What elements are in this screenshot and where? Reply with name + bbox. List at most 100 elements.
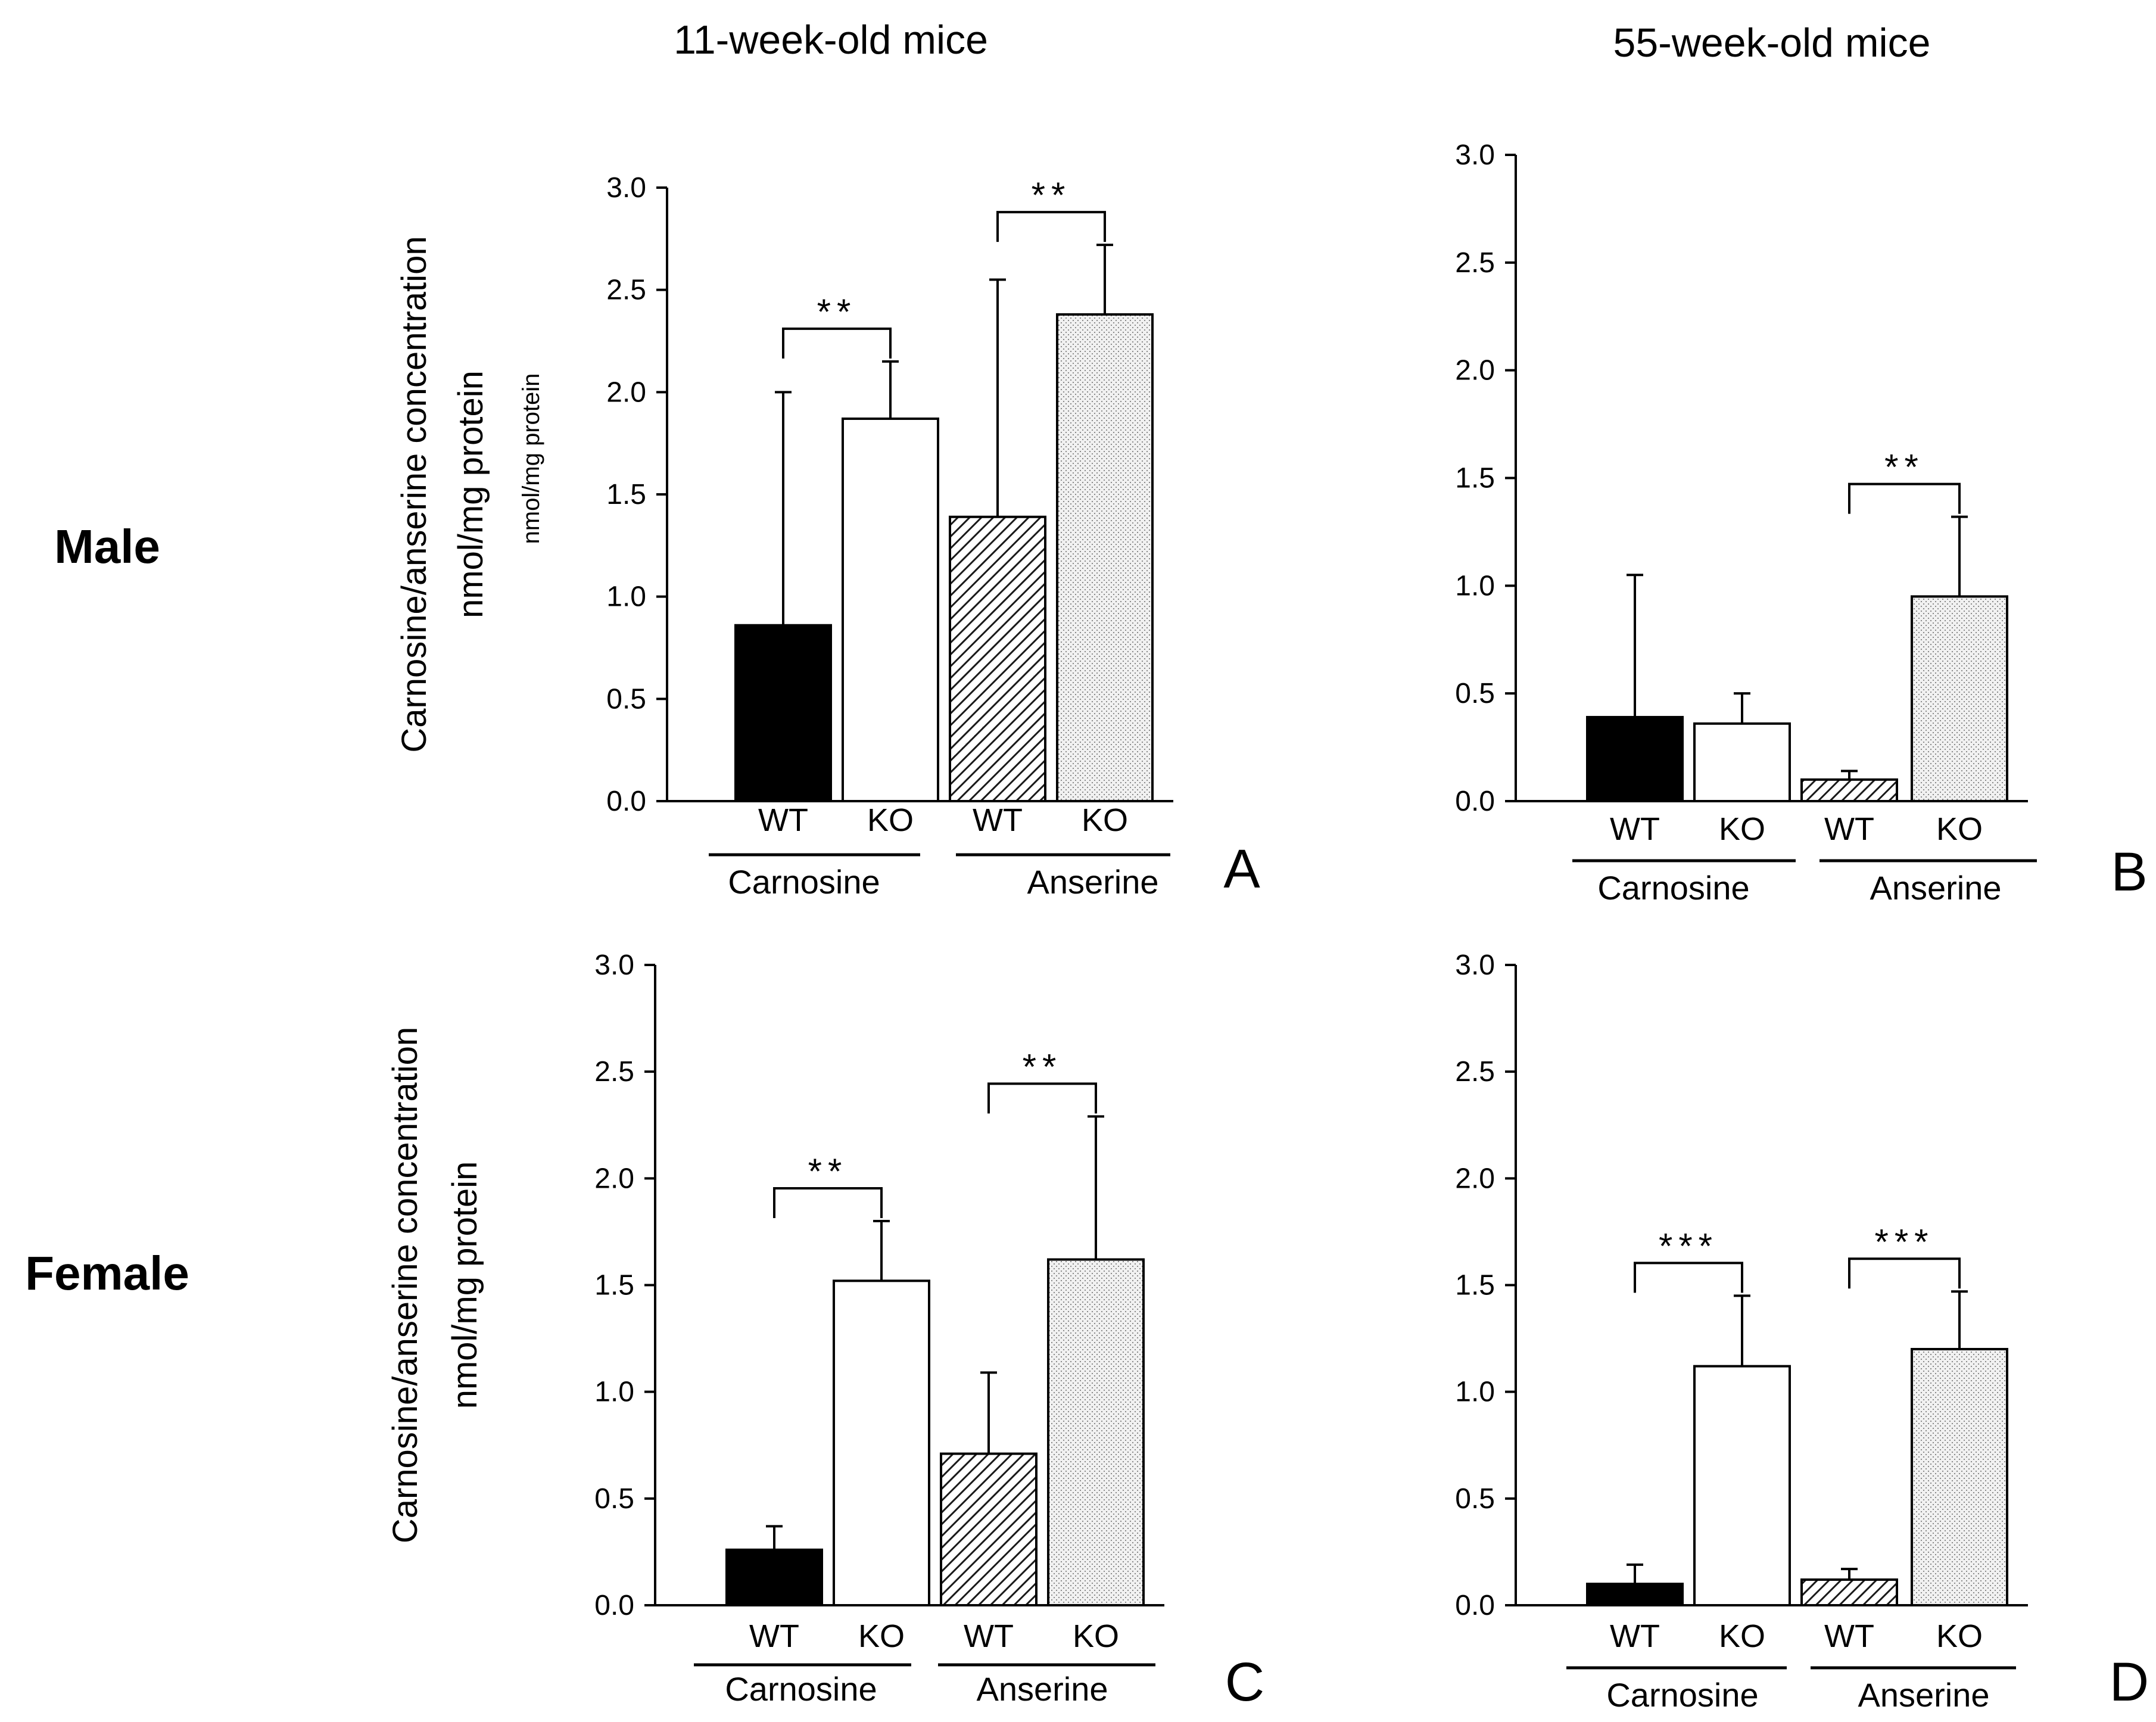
bar-carnosine-ko bbox=[1693, 1365, 1791, 1607]
x-tick-label: WT bbox=[1824, 811, 1874, 847]
bar-anserine-ko bbox=[1911, 595, 2008, 803]
row-label-male: Male bbox=[54, 520, 160, 573]
chart-panels: 0.0 0.5 1.0 1.5 2.0 2.5 3.0 WT KO Carnosine ** WT KO… bbox=[386, 139, 2149, 1714]
x-tick-label: KO bbox=[1082, 802, 1128, 838]
y-tick-label: 1.5 bbox=[594, 1270, 634, 1301]
x-tick-label: WT bbox=[964, 1618, 1014, 1654]
significance-bracket bbox=[987, 1082, 1097, 1114]
panel-a: 0.0 0.5 1.0 1.5 2.0 2.5 3.0 WT KO Carnosine ** WT KO… bbox=[395, 172, 1260, 901]
y-axis-label-units: nmol/mg protein bbox=[445, 1162, 484, 1409]
x-tick-label: KO bbox=[1719, 1618, 1765, 1654]
group-label-anserine: Anserine bbox=[976, 1670, 1108, 1708]
x-tick-label: KO bbox=[1936, 811, 1983, 847]
y-tick-label: 1.0 bbox=[606, 581, 646, 613]
y-tick-label: 0.0 bbox=[594, 1590, 634, 1621]
panel-c: 0.0 0.5 1.0 1.5 2.0 2.5 3.0 WT KO Carnosine ** WT KO… bbox=[386, 949, 1264, 1712]
y-tick-label: 2.0 bbox=[1455, 1163, 1495, 1194]
y-tick-label: 0.0 bbox=[1455, 786, 1495, 817]
panel-label: C bbox=[1225, 1652, 1264, 1712]
bar-carnosine-ko bbox=[842, 417, 939, 802]
y-tick-label: 2.0 bbox=[594, 1163, 634, 1194]
group-label-anserine: Anserine bbox=[1027, 863, 1158, 901]
y-tick-label: 1.5 bbox=[606, 479, 646, 510]
bar-carnosine-wt bbox=[1586, 715, 1684, 802]
group-label-carnosine: Carnosine bbox=[728, 863, 880, 901]
significance-stars: ** bbox=[1884, 447, 1924, 487]
y-tick-label: 3.0 bbox=[1455, 139, 1495, 171]
y-tick-label: 3.0 bbox=[606, 172, 646, 204]
y-tick-label: 3.0 bbox=[594, 949, 634, 981]
y-tick-label: 0.0 bbox=[1455, 1590, 1495, 1621]
x-tick-label: KO bbox=[1719, 811, 1765, 847]
column-header-11-week: 11-week-old mice bbox=[674, 17, 988, 63]
significance-bracket bbox=[782, 327, 892, 359]
bar-anserine-ko bbox=[1047, 1258, 1145, 1606]
y-tick-label: 2.5 bbox=[1455, 1056, 1495, 1088]
row-label-female: Female bbox=[25, 1247, 189, 1300]
group-label-carnosine: Carnosine bbox=[725, 1670, 877, 1708]
x-tick-label: WT bbox=[1610, 1618, 1660, 1654]
x-tick-label: WT bbox=[1610, 811, 1660, 847]
bar-anserine-wt bbox=[940, 1452, 1038, 1606]
x-tick-label: WT bbox=[973, 802, 1023, 838]
bar-anserine-ko bbox=[1911, 1348, 2008, 1606]
y-axis-label-units: nmol/mg protein bbox=[451, 370, 490, 618]
x-tick-label: KO bbox=[1073, 1618, 1119, 1654]
bar-anserine-wt bbox=[949, 515, 1046, 802]
x-tick-label: WT bbox=[758, 802, 808, 838]
y-tick-label: 0.5 bbox=[1455, 678, 1495, 709]
significance-stars: ** bbox=[1032, 175, 1071, 215]
significance-stars: *** bbox=[1659, 1226, 1718, 1266]
y-axis-label-sub: nmol/mg protein bbox=[518, 373, 544, 544]
panel-label: A bbox=[1223, 839, 1260, 899]
bar-carnosine-wt bbox=[734, 624, 832, 802]
bar-anserine-wt bbox=[1800, 778, 1898, 803]
bar-anserine-wt bbox=[1800, 1578, 1898, 1606]
y-tick-label: 1.5 bbox=[1455, 463, 1495, 494]
y-tick-label: 3.0 bbox=[1455, 949, 1495, 981]
y-tick-label: 2.5 bbox=[1455, 247, 1495, 279]
significance-bracket bbox=[1634, 1262, 1743, 1293]
significance-stars: ** bbox=[817, 292, 857, 332]
y-tick-label: 2.0 bbox=[606, 376, 646, 408]
y-tick-label: 2.5 bbox=[594, 1056, 634, 1088]
bar-carnosine-ko bbox=[1693, 722, 1791, 803]
bar-carnosine-ko bbox=[833, 1279, 930, 1606]
y-tick-label: 0.0 bbox=[606, 786, 646, 817]
significance-bracket bbox=[1848, 1257, 1961, 1289]
group-label-carnosine: Carnosine bbox=[1606, 1676, 1758, 1714]
significance-bracket bbox=[773, 1187, 883, 1218]
y-tick-label: 1.5 bbox=[1455, 1270, 1495, 1301]
y-tick-label: 1.0 bbox=[1455, 570, 1495, 602]
x-tick-label: WT bbox=[1824, 1618, 1874, 1654]
significance-bracket bbox=[1848, 482, 1961, 514]
x-tick-label: WT bbox=[749, 1618, 799, 1654]
x-tick-label: KO bbox=[858, 1618, 905, 1654]
significance-stars: ** bbox=[808, 1151, 848, 1191]
significance-stars: *** bbox=[1874, 1222, 1934, 1262]
bar-carnosine-wt bbox=[725, 1548, 823, 1606]
panel-b: 0.0 0.5 1.0 1.5 2.0 2.5 3.0 WT KO Carnosine WT KO An… bbox=[1455, 139, 2147, 907]
panel-d: 0.0 0.5 1.0 1.5 2.0 2.5 3.0 WT KO Carnosine *** WT K… bbox=[1455, 949, 2149, 1714]
y-tick-label: 2.0 bbox=[1455, 355, 1495, 387]
y-tick-label: 0.5 bbox=[594, 1483, 634, 1515]
y-tick-label: 0.5 bbox=[606, 683, 646, 715]
y-tick-label: 1.0 bbox=[1455, 1377, 1495, 1408]
bar-anserine-ko bbox=[1056, 313, 1154, 802]
panel-label: D bbox=[2110, 1652, 2149, 1712]
x-tick-label: KO bbox=[867, 802, 914, 838]
significance-stars: ** bbox=[1023, 1047, 1063, 1086]
y-tick-label: 0.5 bbox=[1455, 1483, 1495, 1515]
group-label-anserine: Anserine bbox=[1858, 1676, 1989, 1714]
y-axis-label: Carnosine/anserine concentration bbox=[386, 1027, 425, 1543]
group-label-carnosine: Carnosine bbox=[1597, 869, 1749, 907]
panel-label: B bbox=[2111, 842, 2147, 902]
column-header-55-week: 55-week-old mice bbox=[1613, 20, 1931, 66]
significance-bracket bbox=[996, 211, 1106, 242]
bar-carnosine-wt bbox=[1586, 1583, 1684, 1607]
x-tick-label: KO bbox=[1936, 1618, 1983, 1654]
y-axis-label: Carnosine/anserine concentration bbox=[395, 236, 434, 752]
y-tick-label: 1.0 bbox=[594, 1377, 634, 1408]
group-label-anserine: Anserine bbox=[1870, 869, 2001, 907]
